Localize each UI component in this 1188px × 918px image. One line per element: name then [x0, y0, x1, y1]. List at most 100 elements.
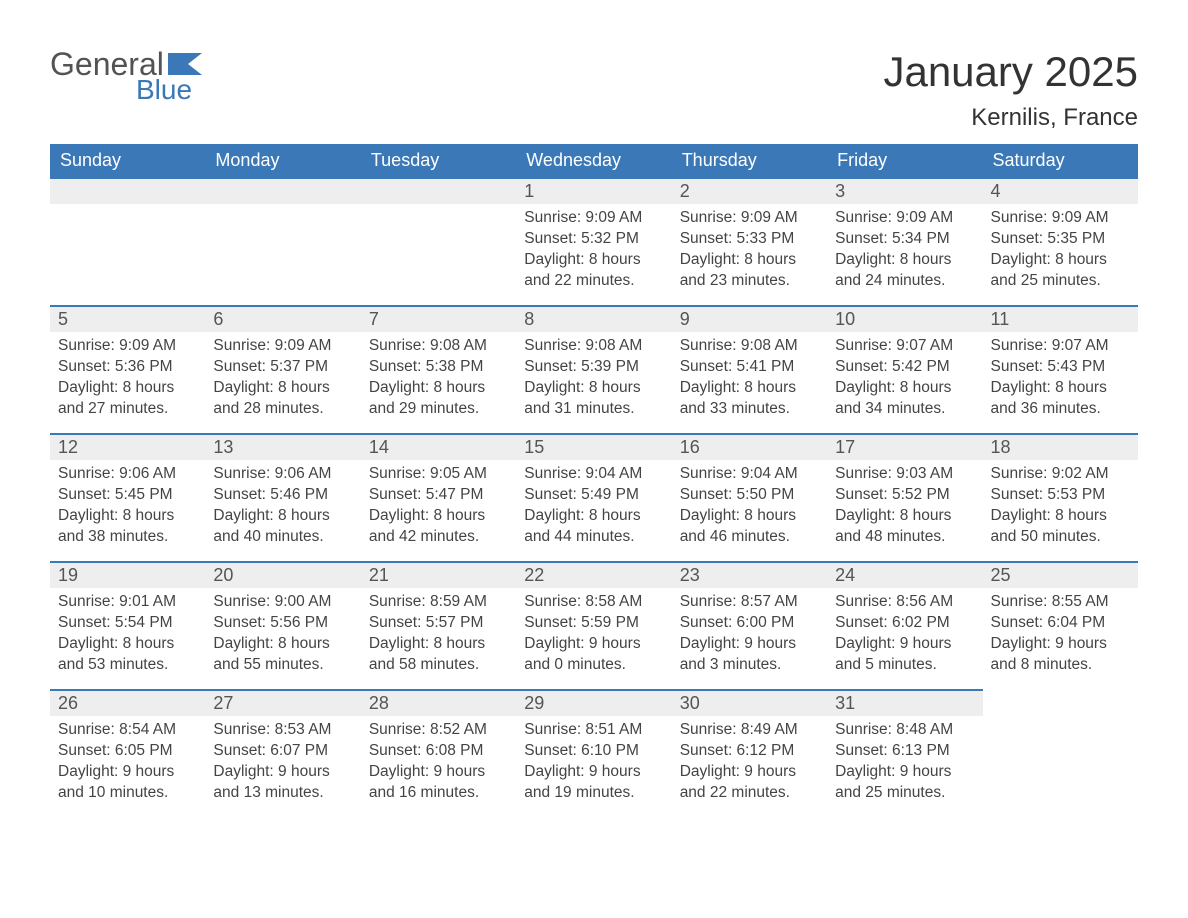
empty-day-bar: [50, 177, 205, 204]
weekday-header-row: SundayMondayTuesdayWednesdayThursdayFrid…: [50, 144, 1138, 177]
daylight-line: Daylight: 8 hours and 38 minutes.: [58, 506, 197, 548]
calendar-cell: 19Sunrise: 9:01 AMSunset: 5:54 PMDayligh…: [50, 561, 205, 689]
daylight-line: Daylight: 8 hours and 40 minutes.: [213, 506, 352, 548]
daylight-line: Daylight: 8 hours and 36 minutes.: [991, 378, 1130, 420]
empty-day-bar: [361, 177, 516, 204]
day-number: 27: [205, 689, 360, 716]
day-details: Sunrise: 9:09 AMSunset: 5:32 PMDaylight:…: [516, 204, 671, 302]
daylight-line: Daylight: 8 hours and 55 minutes.: [213, 634, 352, 676]
sunset-line: Sunset: 5:49 PM: [524, 485, 663, 506]
day-number: 22: [516, 561, 671, 588]
day-number: 25: [983, 561, 1138, 588]
day-number: 6: [205, 305, 360, 332]
day-details: Sunrise: 8:53 AMSunset: 6:07 PMDaylight:…: [205, 716, 360, 814]
daylight-line: Daylight: 8 hours and 34 minutes.: [835, 378, 974, 420]
day-details: Sunrise: 9:04 AMSunset: 5:50 PMDaylight:…: [672, 460, 827, 558]
sunrise-line: Sunrise: 9:09 AM: [58, 336, 197, 357]
sunset-line: Sunset: 5:36 PM: [58, 357, 197, 378]
sunset-line: Sunset: 5:33 PM: [680, 229, 819, 250]
daylight-line: Daylight: 9 hours and 8 minutes.: [991, 634, 1130, 676]
daylight-line: Daylight: 8 hours and 29 minutes.: [369, 378, 508, 420]
sunset-line: Sunset: 5:56 PM: [213, 613, 352, 634]
day-number: 17: [827, 433, 982, 460]
calendar-cell: 20Sunrise: 9:00 AMSunset: 5:56 PMDayligh…: [205, 561, 360, 689]
sunset-line: Sunset: 5:47 PM: [369, 485, 508, 506]
calendar-cell: [205, 177, 360, 305]
day-number: 7: [361, 305, 516, 332]
sunrise-line: Sunrise: 8:57 AM: [680, 592, 819, 613]
day-details: Sunrise: 9:08 AMSunset: 5:38 PMDaylight:…: [361, 332, 516, 430]
day-number: 14: [361, 433, 516, 460]
daylight-line: Daylight: 8 hours and 27 minutes.: [58, 378, 197, 420]
sunrise-line: Sunrise: 9:07 AM: [991, 336, 1130, 357]
sunrise-line: Sunrise: 9:09 AM: [835, 208, 974, 229]
sunset-line: Sunset: 5:52 PM: [835, 485, 974, 506]
day-number: 9: [672, 305, 827, 332]
day-details: Sunrise: 9:09 AMSunset: 5:37 PMDaylight:…: [205, 332, 360, 430]
day-number: 31: [827, 689, 982, 716]
sunrise-line: Sunrise: 9:00 AM: [213, 592, 352, 613]
day-details: Sunrise: 9:07 AMSunset: 5:42 PMDaylight:…: [827, 332, 982, 430]
daylight-line: Daylight: 8 hours and 28 minutes.: [213, 378, 352, 420]
daylight-line: Daylight: 9 hours and 13 minutes.: [213, 762, 352, 804]
sunrise-line: Sunrise: 9:09 AM: [680, 208, 819, 229]
day-number: 28: [361, 689, 516, 716]
day-details: Sunrise: 9:04 AMSunset: 5:49 PMDaylight:…: [516, 460, 671, 558]
sunset-line: Sunset: 6:12 PM: [680, 741, 819, 762]
day-details: Sunrise: 9:03 AMSunset: 5:52 PMDaylight:…: [827, 460, 982, 558]
daylight-line: Daylight: 8 hours and 58 minutes.: [369, 634, 508, 676]
sunrise-line: Sunrise: 9:08 AM: [680, 336, 819, 357]
sunrise-line: Sunrise: 9:04 AM: [524, 464, 663, 485]
day-number: 5: [50, 305, 205, 332]
calendar-cell: 17Sunrise: 9:03 AMSunset: 5:52 PMDayligh…: [827, 433, 982, 561]
sunrise-line: Sunrise: 9:05 AM: [369, 464, 508, 485]
sunset-line: Sunset: 5:34 PM: [835, 229, 974, 250]
location: Kernilis, France: [883, 104, 1138, 132]
sunrise-line: Sunrise: 9:03 AM: [835, 464, 974, 485]
day-number: 30: [672, 689, 827, 716]
calendar-cell: [983, 689, 1138, 817]
sunset-line: Sunset: 6:10 PM: [524, 741, 663, 762]
calendar-cell: 28Sunrise: 8:52 AMSunset: 6:08 PMDayligh…: [361, 689, 516, 817]
day-number: 16: [672, 433, 827, 460]
sunrise-line: Sunrise: 8:54 AM: [58, 720, 197, 741]
sunset-line: Sunset: 6:00 PM: [680, 613, 819, 634]
daylight-line: Daylight: 8 hours and 31 minutes.: [524, 378, 663, 420]
calendar-cell: 3 Sunrise: 9:09 AMSunset: 5:34 PMDaylight…: [827, 177, 982, 305]
day-number: 13: [205, 433, 360, 460]
sunrise-line: Sunrise: 9:09 AM: [524, 208, 663, 229]
sunrise-line: Sunrise: 8:53 AM: [213, 720, 352, 741]
day-details: Sunrise: 9:08 AMSunset: 5:41 PMDaylight:…: [672, 332, 827, 430]
sunset-line: Sunset: 5:53 PM: [991, 485, 1130, 506]
day-details: Sunrise: 8:59 AMSunset: 5:57 PMDaylight:…: [361, 588, 516, 686]
calendar-cell: [361, 177, 516, 305]
sunset-line: Sunset: 5:50 PM: [680, 485, 819, 506]
day-details: Sunrise: 8:48 AMSunset: 6:13 PMDaylight:…: [827, 716, 982, 814]
day-number: 23: [672, 561, 827, 588]
sunrise-line: Sunrise: 9:07 AM: [835, 336, 974, 357]
day-details: Sunrise: 9:09 AMSunset: 5:33 PMDaylight:…: [672, 204, 827, 302]
sunrise-line: Sunrise: 8:48 AM: [835, 720, 974, 741]
calendar-cell: 23Sunrise: 8:57 AMSunset: 6:00 PMDayligh…: [672, 561, 827, 689]
daylight-line: Daylight: 8 hours and 42 minutes.: [369, 506, 508, 548]
sunrise-line: Sunrise: 8:49 AM: [680, 720, 819, 741]
day-number: 8: [516, 305, 671, 332]
day-details: Sunrise: 8:49 AMSunset: 6:12 PMDaylight:…: [672, 716, 827, 814]
day-number: 3: [827, 177, 982, 204]
weekday-header: Tuesday: [361, 144, 516, 177]
sunset-line: Sunset: 5:54 PM: [58, 613, 197, 634]
sunset-line: Sunset: 6:04 PM: [991, 613, 1130, 634]
sunset-line: Sunset: 5:41 PM: [680, 357, 819, 378]
calendar-cell: 24Sunrise: 8:56 AMSunset: 6:02 PMDayligh…: [827, 561, 982, 689]
sunset-line: Sunset: 5:37 PM: [213, 357, 352, 378]
calendar-cell: 18Sunrise: 9:02 AMSunset: 5:53 PMDayligh…: [983, 433, 1138, 561]
daylight-line: Daylight: 8 hours and 24 minutes.: [835, 250, 974, 292]
sunrise-line: Sunrise: 8:56 AM: [835, 592, 974, 613]
sunset-line: Sunset: 6:13 PM: [835, 741, 974, 762]
day-number: 1: [516, 177, 671, 204]
sunrise-line: Sunrise: 9:02 AM: [991, 464, 1130, 485]
calendar-cell: 31Sunrise: 8:48 AMSunset: 6:13 PMDayligh…: [827, 689, 982, 817]
day-details: Sunrise: 9:06 AMSunset: 5:45 PMDaylight:…: [50, 460, 205, 558]
daylight-line: Daylight: 8 hours and 33 minutes.: [680, 378, 819, 420]
logo-text-blue: Blue: [136, 76, 202, 104]
